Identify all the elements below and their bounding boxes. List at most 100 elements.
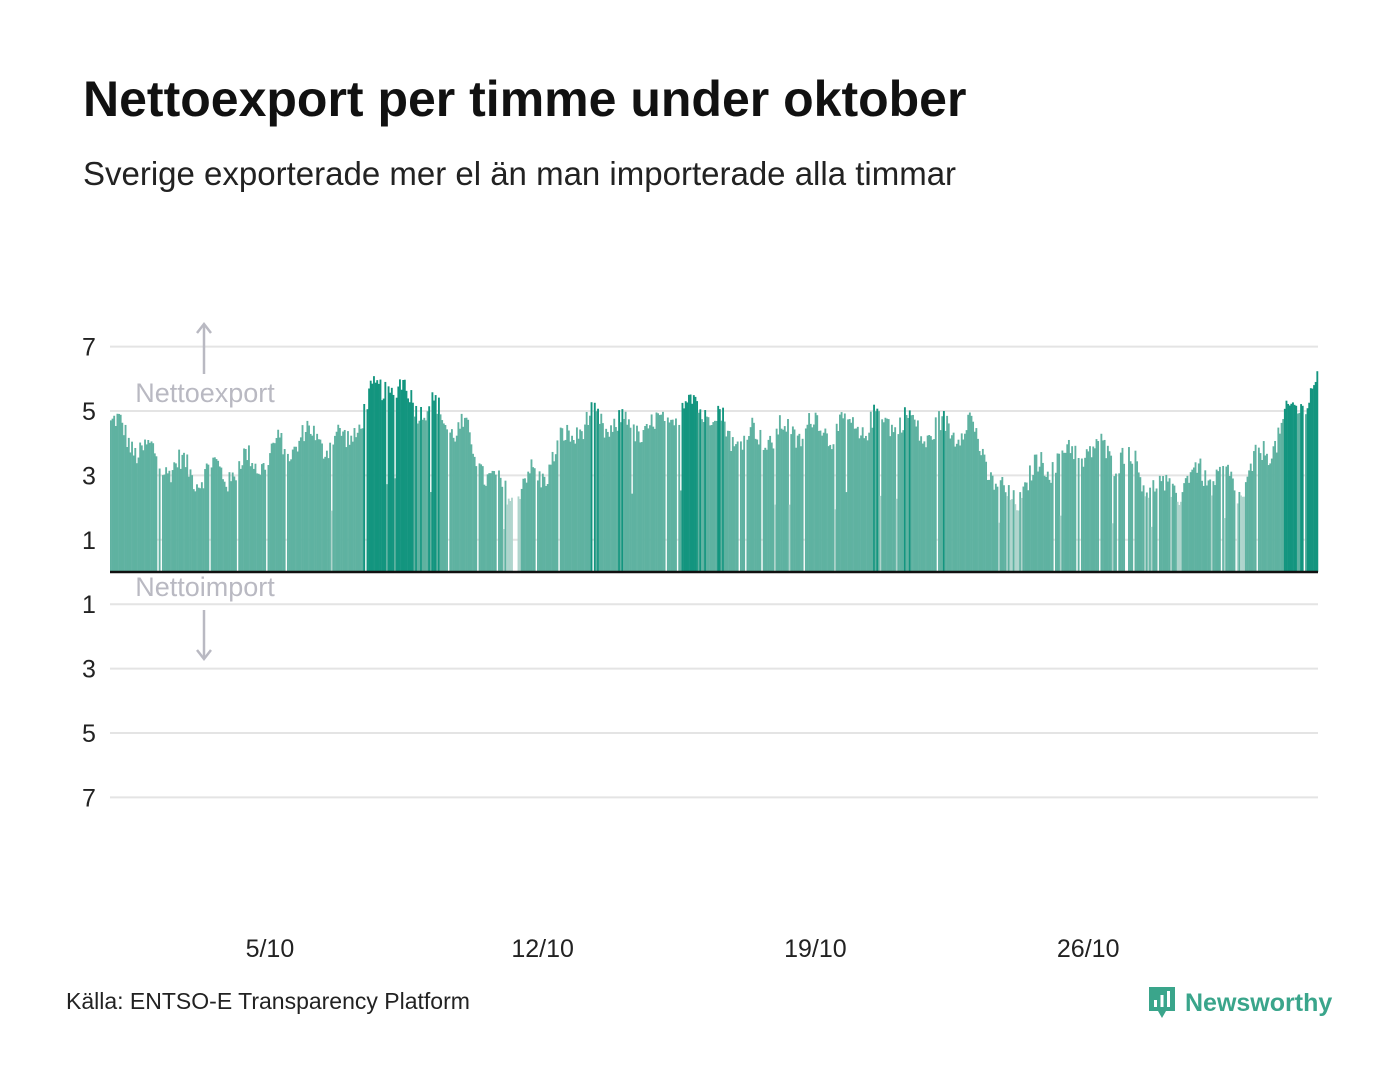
hour-bar: [299, 437, 302, 572]
hour-bar: [1212, 481, 1215, 572]
hour-bar: [960, 433, 963, 572]
hour-bar: [764, 447, 767, 572]
hour-bar: [671, 419, 674, 572]
hour-bar: [233, 476, 236, 572]
hour-bar: [770, 442, 773, 572]
hour-bar: [1136, 461, 1139, 572]
hour-bar: [481, 466, 484, 572]
hour-bar: [1128, 447, 1130, 572]
hour-bar: [1100, 433, 1103, 572]
hour-bar: [306, 420, 309, 572]
hour-bar: [1072, 459, 1075, 572]
hour-bar: [332, 444, 335, 572]
hour-bar: [951, 435, 953, 572]
hour-bar: [171, 470, 174, 572]
hour-bar: [827, 446, 830, 572]
hour-bar: [1048, 479, 1051, 572]
hour-bar: [478, 463, 481, 572]
hour-bar: [739, 441, 742, 572]
hour-bar: [556, 440, 559, 572]
hour-bar: [983, 454, 986, 572]
hour-bar: [912, 414, 914, 572]
hour-bar: [110, 420, 112, 572]
hour-bar: [321, 443, 323, 572]
hour-bar: [1222, 465, 1225, 572]
hour-bar: [1152, 480, 1155, 572]
hour-bar: [1188, 482, 1190, 572]
export-label: Nettoexport: [135, 378, 275, 408]
hour-bar: [865, 435, 867, 572]
hour-bar: [397, 386, 400, 572]
hour-bar: [601, 423, 604, 572]
hour-bar: [662, 411, 664, 572]
hour-bar: [460, 413, 463, 572]
hour-bar: [1071, 446, 1074, 572]
hour-bar: [519, 499, 522, 572]
hour-bar: [342, 431, 345, 572]
hour-bar: [420, 406, 422, 572]
hour-bar: [137, 457, 140, 572]
hour-bar: [546, 484, 549, 572]
hour-bar: [639, 442, 642, 572]
hour-bar: [749, 427, 752, 572]
hour-bar: [640, 442, 643, 572]
hour-bar: [847, 419, 850, 572]
hour-bar: [462, 426, 465, 572]
hour-bar: [928, 435, 931, 572]
hour-bar: [574, 443, 577, 572]
hour-bar: [1063, 452, 1065, 572]
hour-bar: [567, 430, 570, 572]
hour-bar: [874, 411, 877, 572]
hour-bar: [1154, 491, 1156, 572]
hour-bar: [804, 428, 807, 572]
hour-bar: [1077, 458, 1080, 572]
hour-bar: [142, 450, 145, 572]
hour-bar: [863, 438, 866, 572]
hour-bar: [312, 425, 315, 572]
hour-bar: [848, 419, 851, 572]
hour-bar: [1108, 451, 1111, 572]
hour-bar: [1007, 485, 1010, 572]
hour-bar: [238, 461, 241, 572]
hour-bar: [418, 420, 421, 572]
hour-bar: [1274, 440, 1277, 572]
hour-bar: [504, 480, 507, 572]
hour-bar: [821, 435, 824, 572]
hour-bar: [743, 435, 746, 572]
hour-bar: [343, 429, 346, 572]
hour-bar: [1064, 452, 1067, 572]
hour-bar: [538, 471, 541, 572]
y-tick-label: 7: [82, 784, 96, 812]
hour-bar: [395, 397, 398, 572]
hour-bar: [402, 380, 405, 572]
hour-bar: [316, 433, 319, 572]
newsworthy-logo[interactable]: Newsworthy: [1147, 985, 1332, 1021]
hour-bar: [929, 436, 932, 572]
hour-bar: [728, 431, 731, 572]
hour-bar: [701, 419, 703, 572]
hour-bar: [1129, 461, 1132, 572]
hour-bar: [1227, 464, 1229, 572]
hour-bar: [163, 474, 166, 572]
hour-bar: [467, 419, 470, 572]
hour-bar: [254, 463, 257, 572]
hour-bar: [850, 422, 853, 572]
hour-bar: [517, 496, 520, 572]
y-tick-label: 3: [82, 656, 96, 684]
hour-bar: [228, 472, 231, 572]
hour-bar: [530, 459, 533, 572]
hour-bar: [598, 423, 601, 572]
hour-bar: [788, 504, 791, 572]
hour-bar: [223, 481, 226, 572]
hour-bar: [373, 376, 375, 572]
hour-bar: [580, 431, 583, 572]
hour-bar: [1295, 405, 1298, 572]
hour-bar: [1251, 471, 1254, 572]
hour-bar: [543, 476, 546, 572]
hour-bar: [934, 417, 937, 572]
hour-bar: [1209, 479, 1212, 572]
hour-bar: [967, 414, 970, 572]
hour-bar: [816, 415, 819, 572]
hour-bar: [1043, 475, 1046, 572]
hour-bar: [322, 458, 325, 572]
